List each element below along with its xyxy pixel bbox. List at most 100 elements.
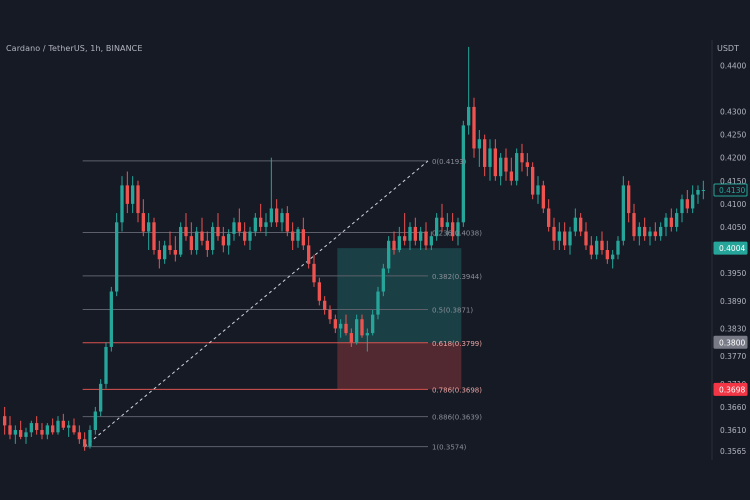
candle-body <box>253 217 257 232</box>
candle-body <box>99 383 103 412</box>
price-tick-label: 0.3830 <box>720 324 746 333</box>
price-tag-text: 0.3698 <box>719 385 745 394</box>
candle-80 <box>429 231 433 250</box>
candle-body <box>461 125 465 223</box>
candle-14 <box>77 425 81 444</box>
candle-body <box>675 213 679 227</box>
price-tag-gray: 0.3800 <box>713 335 748 349</box>
candle-114 <box>611 250 615 269</box>
trend-line[interactable] <box>84 160 429 447</box>
candle-body <box>621 185 625 241</box>
candle-body <box>275 208 279 223</box>
candle-17 <box>93 406 97 435</box>
candle-18 <box>99 379 103 417</box>
price-tag-text: 0.4130 <box>719 186 745 195</box>
candle-body <box>269 208 273 223</box>
candle-body <box>552 226 556 241</box>
candle-body <box>83 439 87 447</box>
fib-level-label-4: 0.618(0.3799) <box>432 340 482 348</box>
price-tag-text: 0.4004 <box>719 244 745 253</box>
position-tool[interactable] <box>337 248 462 390</box>
candle-body <box>216 226 220 237</box>
candle-body <box>419 231 423 241</box>
candle-73 <box>392 231 396 255</box>
price-axis[interactable]: 0.4400 0.4300 0.4250 0.4200 0.4150 0.4100 0.40… <box>720 61 746 455</box>
price-tick-label: 0.4100 <box>720 200 746 209</box>
candle-113 <box>605 240 609 264</box>
candle-36 <box>195 226 199 255</box>
candle-body <box>648 231 652 237</box>
candle-64 <box>344 314 348 336</box>
candle-71 <box>381 263 385 297</box>
candle-82 <box>440 203 444 232</box>
candle-body <box>189 236 193 250</box>
candle-body <box>573 217 577 232</box>
candle-body <box>259 217 263 227</box>
candle-107 <box>573 208 577 237</box>
price-tag-box <box>713 382 748 396</box>
candle-78 <box>419 226 423 250</box>
fibonacci-labels: 0(0.4193) 0.236(0.4038) 0.382(0.3944) 0.5(0… <box>432 158 482 452</box>
candle-102 <box>547 199 551 232</box>
candle-6 <box>35 416 39 435</box>
candle-127 <box>680 194 684 223</box>
price-tag-outline: 0.4130 <box>713 183 748 197</box>
candle-body <box>445 222 449 227</box>
candle-body <box>232 222 236 234</box>
candle-21 <box>115 213 119 297</box>
candle-body <box>477 139 481 149</box>
candle-body <box>488 148 492 167</box>
candle-body <box>371 314 375 334</box>
candle-body <box>525 162 529 167</box>
candle-5 <box>29 420 33 437</box>
position-loss-zone[interactable] <box>337 342 462 390</box>
candle-body <box>307 245 311 264</box>
candle-97 <box>520 143 524 172</box>
candle-22 <box>120 176 124 232</box>
candle-body <box>280 213 284 223</box>
candle-body <box>45 425 49 435</box>
candle-body <box>632 213 636 237</box>
candle-61 <box>328 305 332 324</box>
candle-body <box>680 199 684 214</box>
candle-body <box>147 222 151 232</box>
candle-122 <box>653 222 657 241</box>
candle-body <box>376 291 380 315</box>
candle-83 <box>445 213 449 237</box>
candle-body <box>547 208 551 227</box>
candle-body <box>72 425 76 433</box>
candle-body <box>163 245 167 260</box>
candle-body <box>424 231 428 246</box>
trend-line-segment[interactable] <box>84 160 429 447</box>
candle-72 <box>387 236 391 274</box>
candle-28 <box>152 217 156 255</box>
candle-body <box>456 222 460 237</box>
price-tick-label: 0.4300 <box>720 108 746 117</box>
candle-body <box>600 240 604 250</box>
candle-body <box>563 231 567 246</box>
candle-body <box>200 231 204 241</box>
candle-0 <box>3 406 7 435</box>
candle-body <box>285 213 289 232</box>
candle-130 <box>696 185 700 204</box>
candle-26 <box>141 199 145 237</box>
candle-29 <box>157 240 161 269</box>
candle-body <box>173 250 177 255</box>
price-tag-text: 0.3800 <box>719 338 745 347</box>
price-tags: 0.4130 0.4004 0.3800 0.3698 <box>713 183 748 396</box>
candle-103 <box>552 217 556 250</box>
candle-88 <box>472 97 476 158</box>
candle-body <box>664 217 668 227</box>
candle-90 <box>483 134 487 177</box>
candle-body <box>120 185 124 223</box>
candle-118 <box>632 203 636 241</box>
candle-101 <box>541 180 545 214</box>
candle-body <box>451 222 455 237</box>
candle-128 <box>685 190 689 214</box>
candle-33 <box>179 222 183 257</box>
candle-74 <box>397 226 401 253</box>
candle-body <box>333 319 337 329</box>
candle-body <box>40 430 44 435</box>
